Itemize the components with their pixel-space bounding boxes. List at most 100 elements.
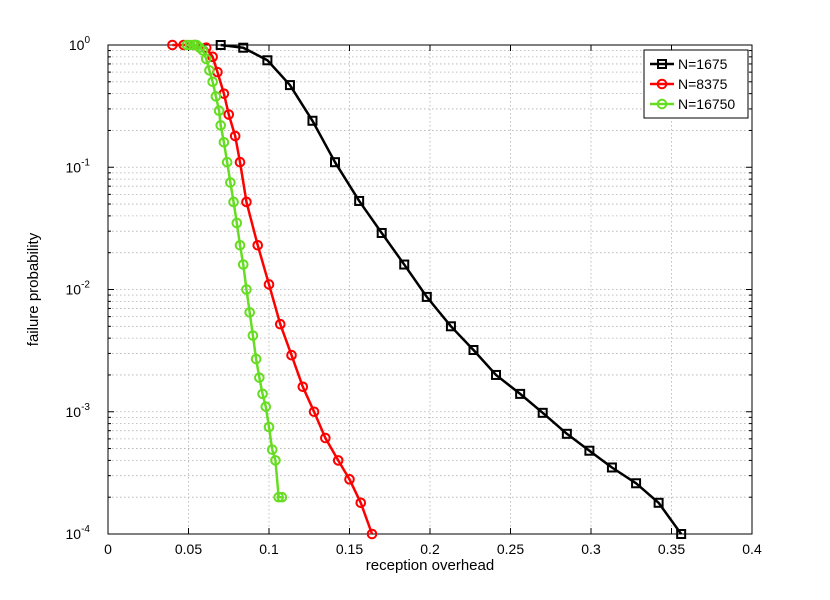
x-tick-label: 0.35: [658, 541, 685, 557]
series-0: [215, 40, 687, 539]
legend-label: N=8375: [678, 76, 728, 92]
series-lines: [167, 39, 687, 540]
data-point: [631, 478, 642, 489]
data-point: [225, 177, 236, 188]
series-line: [172, 43, 374, 535]
data-point: [252, 239, 264, 251]
y-tick-exponent: -4: [81, 524, 90, 535]
data-point: [260, 401, 272, 412]
data-point: [167, 39, 178, 51]
data-point: [241, 196, 252, 208]
y-axis-label: failure probability: [25, 232, 42, 346]
data-point: [254, 372, 265, 383]
data-point: [421, 291, 432, 302]
axis-ticks: 0 0.05 0.1 0.15 0.2 0.25 0.3 0.35 0.4 100 10-1 10-2…: [66, 35, 762, 557]
data-point: [276, 491, 288, 503]
data-point: [210, 91, 222, 102]
data-point: [515, 388, 526, 399]
data-point: [270, 455, 281, 466]
data-point: [188, 39, 199, 51]
series-line: [220, 43, 683, 535]
data-point: [330, 157, 341, 168]
data-point: [366, 528, 378, 540]
data-point: [241, 284, 252, 295]
data-point: [286, 349, 297, 361]
data-point: [653, 497, 664, 508]
x-tick-label: 0: [104, 541, 112, 557]
data-point: [262, 55, 273, 66]
data-point: [297, 381, 309, 393]
data-point: [284, 80, 295, 91]
legend-label: N=16750: [678, 96, 735, 112]
data-point: [181, 39, 193, 51]
data-point: [355, 497, 367, 509]
data-point: [354, 195, 365, 206]
data-point: [207, 51, 218, 63]
x-tick-label: 0.2: [420, 541, 440, 557]
y-tick-label: 10-3: [66, 402, 91, 420]
data-point: [332, 455, 344, 466]
x-tick-label: 0.25: [497, 541, 524, 557]
data-point: [307, 115, 318, 126]
x-axis-label: reception overhead: [366, 557, 494, 574]
data-point: [238, 42, 249, 53]
data-point: [537, 407, 548, 418]
data-point: [231, 217, 243, 229]
legend-label: N=1675: [678, 56, 728, 72]
legend-entry: N=1675: [650, 56, 728, 72]
y-tick-exponent: -2: [81, 280, 90, 291]
data-point: [266, 444, 278, 455]
series-1: [167, 39, 378, 540]
legend-marker: [656, 78, 668, 90]
y-tick-exponent: 0: [84, 35, 90, 46]
data-point: [273, 491, 284, 503]
data-point: [308, 406, 320, 418]
data-point: [229, 130, 241, 142]
data-point: [228, 196, 239, 208]
data-point: [491, 369, 502, 380]
data-point: [468, 344, 479, 355]
legend-entry: N=8375: [650, 76, 728, 92]
data-point: [184, 39, 196, 51]
data-point: [213, 105, 225, 117]
series-line: [186, 43, 282, 499]
legend-marker: [656, 98, 668, 110]
data-point: [320, 432, 331, 444]
series-2: [181, 39, 288, 503]
data-point: [376, 227, 387, 238]
data-point: [234, 156, 246, 168]
data-point: [207, 76, 218, 88]
y-tick-exponent: -1: [81, 157, 90, 168]
legend: N=1675 N=8375 N=16750: [643, 49, 749, 119]
grid: [108, 45, 752, 534]
data-point: [234, 239, 246, 251]
data-point: [237, 259, 249, 270]
data-point: [215, 120, 226, 131]
data-point: [200, 53, 212, 65]
x-tick-label: 0.3: [581, 541, 601, 557]
y-tick-label: 10-2: [66, 280, 91, 298]
data-point: [218, 136, 230, 148]
data-point: [221, 156, 233, 168]
data-point: [445, 321, 456, 332]
data-point: [561, 428, 572, 439]
data-point: [399, 259, 410, 270]
data-point: [584, 445, 595, 456]
legend-entry: N=16750: [650, 96, 735, 112]
y-tick-label: 10-1: [66, 157, 91, 175]
y-tick-label: 10-4: [66, 524, 91, 542]
x-tick-label: 0.15: [336, 541, 363, 557]
data-point: [223, 109, 235, 120]
data-point: [257, 388, 268, 400]
data-point: [263, 279, 275, 290]
data-point: [244, 307, 255, 318]
x-tick-label: 0.05: [175, 541, 202, 557]
data-point: [250, 353, 262, 365]
data-point: [606, 462, 617, 473]
data-point: [344, 474, 355, 485]
y-tick-label: 100: [69, 35, 91, 53]
data-point: [676, 529, 687, 539]
data-point: [263, 421, 275, 433]
data-point: [215, 40, 226, 50]
